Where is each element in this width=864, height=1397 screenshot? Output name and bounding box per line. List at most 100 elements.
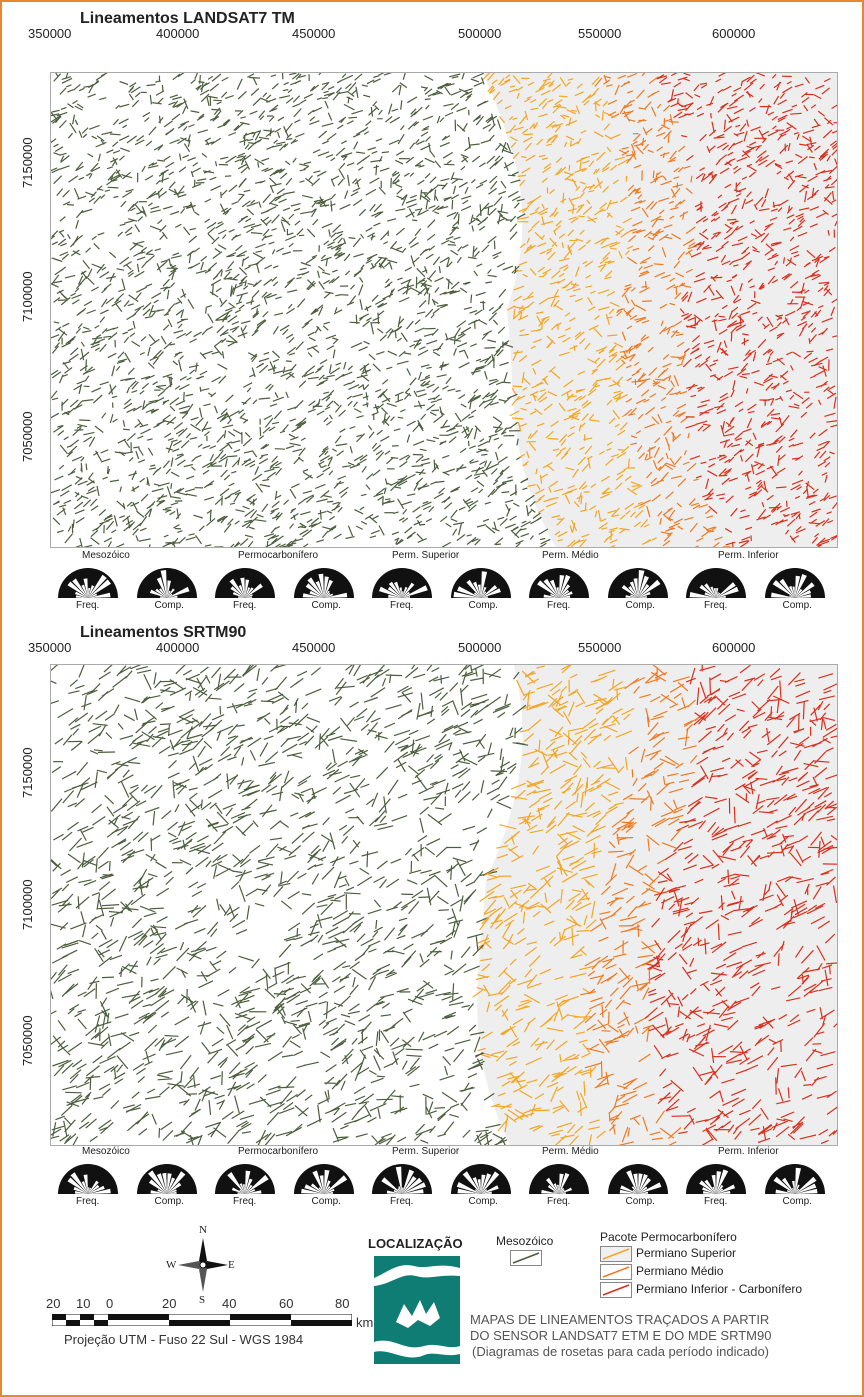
rose-label: Freq. xyxy=(390,600,414,611)
caption-line-2: DO SENSOR LANDSAT7 ETM E DO MDE SRTM90 xyxy=(470,1328,772,1343)
scale-label: 0 xyxy=(106,1296,114,1311)
legend-swatch-permiano-inferior xyxy=(600,1282,632,1298)
rose-label: Comp. xyxy=(311,1196,341,1207)
scale-label: 20 xyxy=(46,1296,61,1311)
legend-package-title: Pacote Permocarbonífero xyxy=(600,1230,737,1244)
rose-label: Comp. xyxy=(625,1196,655,1207)
rose-group-label: Permocarbonífero xyxy=(238,550,319,561)
scale-bar xyxy=(52,1314,352,1326)
rose-diagram xyxy=(450,1164,511,1194)
scale-unit: km xyxy=(356,1315,374,1330)
caption-line-3: (Diagramas de rosetas para cada período … xyxy=(472,1344,770,1359)
map1-y-tick: 7100000 xyxy=(20,271,35,322)
rose-diagram xyxy=(607,1164,668,1194)
map2-y-tick: 7150000 xyxy=(20,747,35,798)
rose-group-label: Perm. Superior xyxy=(392,1146,460,1157)
rose-label: Freq. xyxy=(76,600,100,611)
rose-label: Freq. xyxy=(76,1196,100,1207)
map1-y-tick: 7150000 xyxy=(20,137,35,188)
map1-y-tick: 7050000 xyxy=(20,411,35,462)
rose-group-label: Perm. Inferior xyxy=(718,1146,779,1157)
map1-x-tick: 350000 xyxy=(28,26,72,41)
rose-diagram xyxy=(607,568,668,598)
map2-x-tick: 400000 xyxy=(156,640,200,655)
map1-x-tick: 400000 xyxy=(156,26,200,41)
location-map xyxy=(374,1256,460,1364)
legend-mesozoic: Mesozóico xyxy=(496,1234,554,1248)
rose-label: Comp. xyxy=(625,600,655,611)
rose-label: Freq. xyxy=(547,1196,571,1207)
map1-x-tick: 550000 xyxy=(578,26,622,41)
scale-label: 20 xyxy=(162,1296,177,1311)
rose-label: Comp. xyxy=(311,600,341,611)
rose-label: Freq. xyxy=(547,600,571,611)
legend-swatch-mesozoic xyxy=(510,1250,542,1266)
rose-diagram xyxy=(293,1164,354,1194)
caption-line-1: MAPAS DE LINEAMENTOS TRAÇADOS A PARTIR xyxy=(470,1312,770,1327)
lineament-map-srtm-canvas xyxy=(51,665,837,1145)
rose-diagram xyxy=(764,568,825,598)
rose-label: Freq. xyxy=(233,600,257,611)
rose-label: Freq. xyxy=(704,1196,728,1207)
rose-group-label: Perm. Médio xyxy=(542,550,599,561)
rose-diagram xyxy=(686,568,746,598)
rose-group-label: Perm. Superior xyxy=(392,550,460,561)
rose-diagram xyxy=(529,1164,589,1194)
legend-permiano-superior: Permiano Superior xyxy=(636,1246,737,1260)
rose-diagrams-landsat: Mesozóico Permocarbonífero Perm. Superior P… xyxy=(42,550,842,614)
rose-group-label: Mesozóico xyxy=(82,1146,130,1157)
rose-label: Freq. xyxy=(704,600,728,611)
rose-label: Freq. xyxy=(390,1196,414,1207)
rose-label: Comp. xyxy=(154,600,184,611)
map2-x-tick: 550000 xyxy=(578,640,622,655)
rose-diagram xyxy=(215,1164,275,1194)
map2-x-tick: 450000 xyxy=(292,640,336,655)
rose-group-label: Mesozóico xyxy=(82,550,130,561)
rose-label: Comp. xyxy=(154,1196,184,1207)
rose-diagram xyxy=(136,568,197,598)
rose-diagram xyxy=(529,568,589,598)
map2-x-tick: 500000 xyxy=(458,640,502,655)
map1-title: Lineamentos LANDSAT7 TM xyxy=(80,10,295,27)
scale-label: 10 xyxy=(76,1296,91,1311)
rose-label: Comp. xyxy=(782,600,812,611)
projection-note: Projeção UTM - Fuso 22 Sul - WGS 1984 xyxy=(64,1332,304,1347)
rose-group-label: Perm. Médio xyxy=(542,1146,599,1157)
map1-x-tick: 500000 xyxy=(458,26,502,41)
scale-label: 80 xyxy=(335,1296,350,1311)
scale-label: 60 xyxy=(279,1296,294,1311)
legend-swatch-permiano-medio xyxy=(600,1264,632,1280)
rose-diagram xyxy=(372,568,432,598)
rose-label: Comp. xyxy=(782,1196,812,1207)
legend-permiano-inferior: Permiano Inferior - Carbonífero xyxy=(636,1282,803,1296)
rose-diagram xyxy=(58,568,118,598)
rose-diagram xyxy=(372,1164,432,1194)
north-arrow-compass xyxy=(178,1238,228,1292)
rose-diagram xyxy=(215,568,275,598)
compass-s-label: S xyxy=(199,1294,206,1306)
scale-label: 40 xyxy=(222,1296,237,1311)
rose-diagram xyxy=(58,1164,118,1194)
map1-x-tick: 600000 xyxy=(712,26,756,41)
legend-swatch-permiano-superior xyxy=(600,1246,632,1262)
map2-x-tick: 350000 xyxy=(28,640,72,655)
rose-label: Freq. xyxy=(233,1196,257,1207)
rose-label: Comp. xyxy=(468,1196,498,1207)
rose-diagram xyxy=(764,1164,825,1194)
rose-diagram xyxy=(450,568,511,598)
lineament-map-landsat-canvas xyxy=(51,73,837,547)
map2-title: Lineamentos SRTM90 xyxy=(80,624,247,641)
location-title: LOCALIZAÇÃO xyxy=(368,1236,463,1251)
legend-permiano-medio: Permiano Médio xyxy=(636,1264,724,1278)
rose-group-label: Permocarbonífero xyxy=(238,1146,319,1157)
lineament-map-srtm xyxy=(50,664,838,1146)
rose-group-label: Perm. Inferior xyxy=(718,550,779,561)
map2-y-tick: 7050000 xyxy=(20,1015,35,1066)
map2-x-tick: 600000 xyxy=(712,640,756,655)
compass-n-label: N xyxy=(199,1224,207,1236)
rose-diagram xyxy=(136,1164,197,1194)
map1-x-tick: 450000 xyxy=(292,26,336,41)
rose-diagram xyxy=(293,568,354,598)
compass-w-label: W xyxy=(166,1259,177,1271)
